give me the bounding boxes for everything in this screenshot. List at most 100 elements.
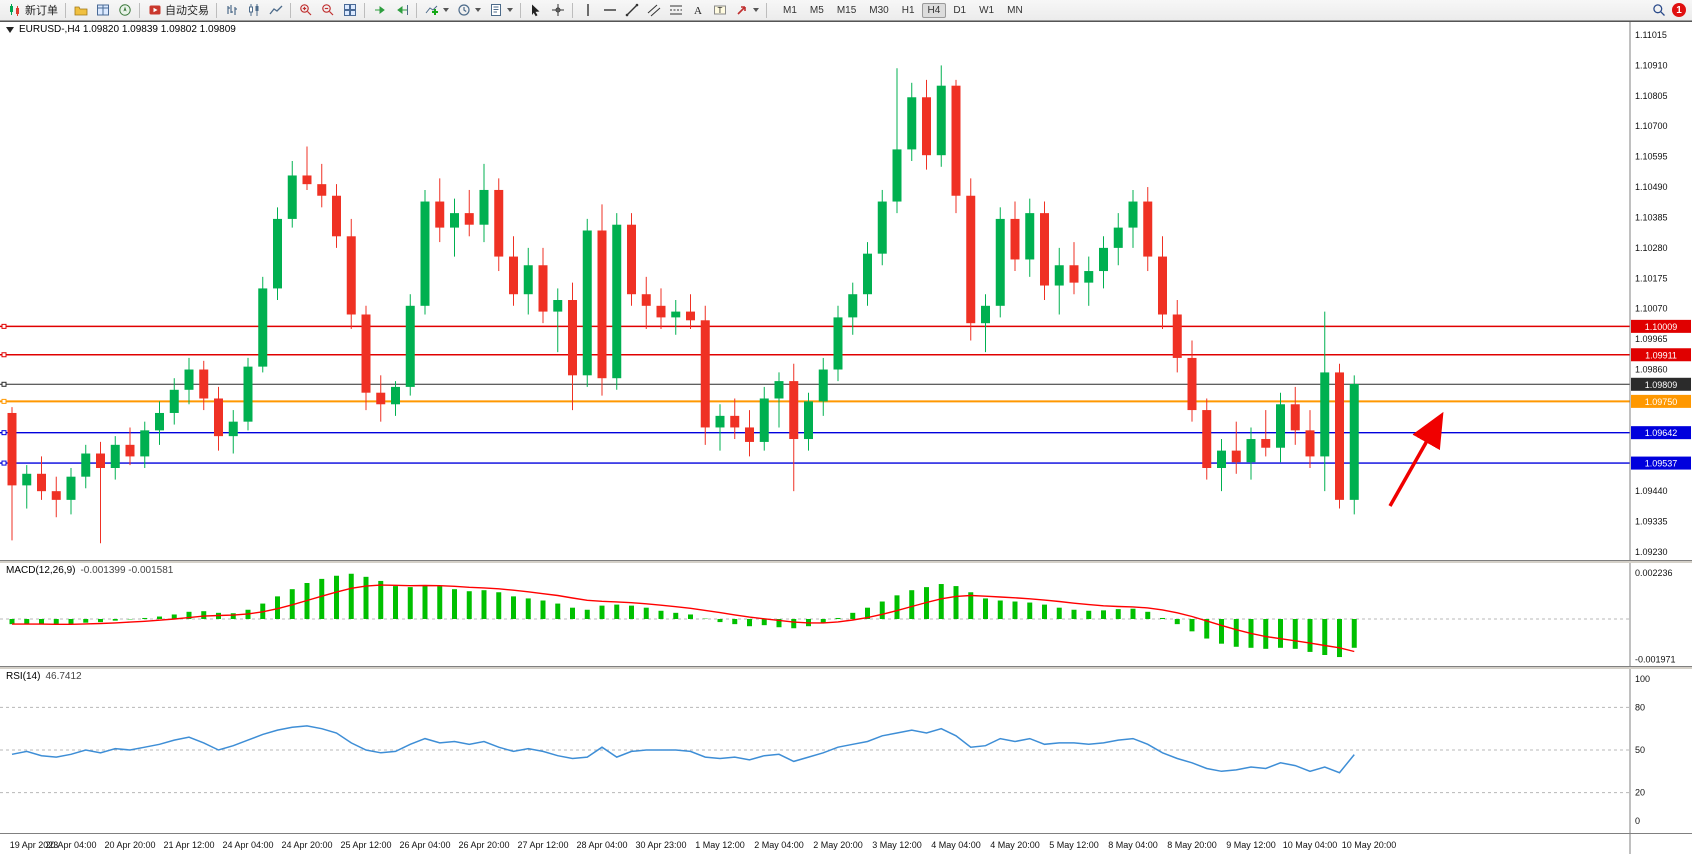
- horizontal-line-tool-button[interactable]: [599, 2, 620, 19]
- text-tool-button[interactable]: A: [687, 2, 708, 19]
- svg-text:1.11015: 1.11015: [1635, 30, 1667, 40]
- vertical-line-tool-button[interactable]: [577, 2, 598, 19]
- new-order-button[interactable]: 新订单: [4, 1, 61, 19]
- dropdown-caret-icon: [753, 8, 759, 12]
- price-tag: [1631, 348, 1691, 362]
- timeframe-d1-button[interactable]: D1: [953, 4, 967, 16]
- cursor-tool-button[interactable]: [525, 2, 546, 19]
- channel-tool-button[interactable]: [643, 2, 664, 19]
- navigator-button[interactable]: [114, 2, 135, 19]
- timeframe-m5-button[interactable]: M5: [809, 4, 824, 16]
- chart-shift-button[interactable]: [391, 2, 412, 19]
- bar-chart-icon: [224, 3, 239, 18]
- line-chart-button[interactable]: [265, 2, 286, 19]
- timeframe-group: M1 M5 M15 M30 H1 H4 D1 W1 MN: [777, 2, 1029, 18]
- timeframe-m1-button[interactable]: M1: [783, 4, 797, 16]
- periods-button[interactable]: [453, 2, 484, 19]
- timeframe-h4-button[interactable]: H4: [921, 2, 947, 18]
- candlestick-series: [7, 65, 1359, 544]
- timeframe-m15-button[interactable]: M15: [836, 4, 857, 16]
- svg-text:1 May 12:00: 1 May 12:00: [695, 840, 745, 850]
- dropdown-caret-icon: [507, 8, 513, 12]
- svg-text:5 May 12:00: 5 May 12:00: [1049, 840, 1099, 850]
- svg-text:50: 50: [1635, 745, 1645, 755]
- svg-text:1.10175: 1.10175: [1635, 273, 1668, 283]
- svg-text:1.10385: 1.10385: [1635, 212, 1668, 222]
- svg-text:28 Apr 04:00: 28 Apr 04:00: [576, 840, 627, 850]
- rsi-line: [11, 725, 1355, 774]
- price-tag: [1631, 456, 1691, 470]
- svg-text:1.10280: 1.10280: [1635, 243, 1668, 253]
- toolbar-right-group: 1: [1651, 3, 1688, 18]
- timeframe-h1-button[interactable]: H1: [901, 4, 915, 16]
- indicators-icon: [424, 3, 439, 18]
- timeframe-m30-button[interactable]: M30: [869, 4, 889, 16]
- timeframe-mn-button[interactable]: MN: [1007, 4, 1023, 16]
- crosshair-icon: [550, 3, 565, 18]
- candlestick-chart-button[interactable]: [243, 2, 264, 19]
- fibonacci-tool-button[interactable]: [665, 2, 686, 19]
- svg-text:2 May 20:00: 2 May 20:00: [813, 840, 863, 850]
- auto-scroll-button[interactable]: [369, 2, 390, 19]
- rsi-indicator[interactable]: 100 80 50 20 0: [0, 669, 1692, 833]
- panel-splitter[interactable]: [0, 560, 1692, 563]
- tile-windows-button[interactable]: [339, 2, 360, 19]
- indicators-button[interactable]: [421, 2, 452, 19]
- line-handle: [1, 381, 7, 387]
- crosshair-tool-button[interactable]: [547, 2, 568, 19]
- toolbar-separator: [216, 2, 217, 18]
- fibonacci-icon: [668, 3, 683, 18]
- svg-text:3 May 12:00: 3 May 12:00: [872, 840, 922, 850]
- search-icon[interactable]: [1651, 3, 1666, 18]
- svg-text:9 May 12:00: 9 May 12:00: [1226, 840, 1276, 850]
- svg-text:A: A: [694, 5, 702, 17]
- timeframe-w1-button[interactable]: W1: [979, 4, 995, 16]
- price-tag: [1631, 426, 1691, 440]
- time-axis[interactable]: 19 Apr 2023 20 Apr 04:00 20 Apr 20:00 21 Ap…: [0, 833, 1692, 854]
- svg-text:4 May 04:00: 4 May 04:00: [931, 840, 981, 850]
- zoom-out-icon: [320, 3, 335, 18]
- macd-indicator[interactable]: 0.002236 -0.001971: [0, 563, 1692, 666]
- equidistant-channel-icon: [646, 3, 661, 18]
- svg-text:20 Apr 04:00: 20 Apr 04:00: [45, 840, 96, 850]
- toolbar-separator: [364, 2, 365, 18]
- toolbar-separator: [416, 2, 417, 18]
- autotrade-button[interactable]: 自动交易: [144, 1, 212, 19]
- svg-text:1.09335: 1.09335: [1635, 517, 1668, 527]
- rsi-panel[interactable]: 100 80 50 20 0 RSI(14) 46.7412: [0, 669, 1692, 833]
- auto-scroll-icon: [372, 3, 387, 18]
- panel-splitter[interactable]: [0, 666, 1692, 669]
- zoom-in-button[interactable]: [295, 2, 316, 19]
- price-tag: [1631, 319, 1691, 333]
- svg-text:24 Apr 20:00: 24 Apr 20:00: [281, 840, 332, 850]
- chart-area: 1.11015 1.10910 1.10805 1.10700 1.10595 1.104…: [0, 21, 1692, 854]
- line-handle: [1, 460, 7, 466]
- svg-text:1.10805: 1.10805: [1635, 91, 1668, 101]
- svg-text:1.09440: 1.09440: [1635, 486, 1668, 496]
- templates-button[interactable]: [485, 2, 516, 19]
- svg-text:20 Apr 20:00: 20 Apr 20:00: [104, 840, 155, 850]
- arrows-tool-button[interactable]: [731, 2, 762, 19]
- line-handle: [1, 323, 7, 329]
- svg-text:1.10009: 1.10009: [1645, 322, 1678, 332]
- price-tag: [1631, 377, 1691, 391]
- svg-text:26 Apr 20:00: 26 Apr 20:00: [458, 840, 509, 850]
- market-watch-button[interactable]: [92, 2, 113, 19]
- svg-text:8 May 20:00: 8 May 20:00: [1167, 840, 1217, 850]
- bar-chart-button[interactable]: [221, 2, 242, 19]
- main-chart-panel[interactable]: 1.11015 1.10910 1.10805 1.10700 1.10595 1.104…: [0, 22, 1692, 560]
- svg-text:19 Apr 2023: 19 Apr 2023: [10, 840, 59, 850]
- candlestick-chart[interactable]: 1.11015 1.10910 1.10805 1.10700 1.10595 1.104…: [0, 22, 1692, 560]
- macd-panel[interactable]: 0.002236 -0.001971 MACD(12,26,9) -0.00139…: [0, 563, 1692, 666]
- notification-badge[interactable]: 1: [1672, 3, 1686, 17]
- svg-text:1.09642: 1.09642: [1645, 428, 1678, 438]
- line-handle: [1, 430, 7, 436]
- svg-text:10 May 20:00: 10 May 20:00: [1342, 840, 1397, 850]
- svg-text:30 Apr 23:00: 30 Apr 23:00: [635, 840, 686, 850]
- zoom-out-button[interactable]: [317, 2, 338, 19]
- toolbar-separator: [520, 2, 521, 18]
- text-label-tool-button[interactable]: T: [709, 2, 730, 19]
- vertical-line-icon: [580, 3, 595, 18]
- profiles-button[interactable]: [70, 2, 91, 19]
- trendline-tool-button[interactable]: [621, 2, 642, 19]
